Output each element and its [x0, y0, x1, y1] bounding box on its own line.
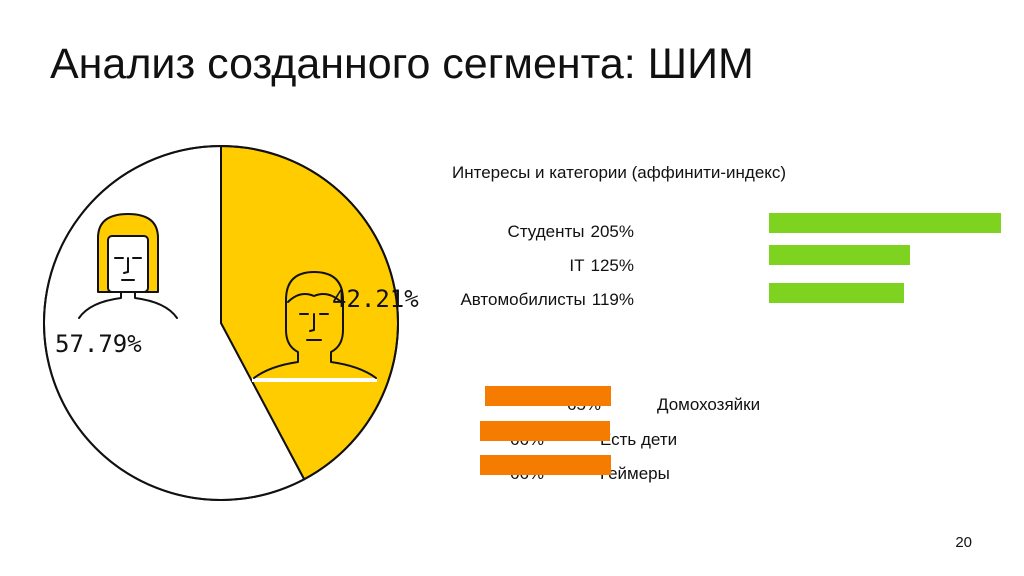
- bar-negative: [480, 455, 611, 475]
- slide-number: 20: [955, 534, 972, 551]
- pie-outline: [43, 145, 399, 501]
- bar-negative: [485, 386, 611, 406]
- male-avatar-icon: [252, 271, 377, 382]
- category-name: Студенты: [507, 222, 585, 241]
- interests-chart-title: Интересы и категории (аффинити-индекс): [452, 163, 787, 182]
- category-name: Домохозяйки: [657, 395, 761, 414]
- affinity-value: 119%: [591, 290, 634, 309]
- pie-label-male: 42.21%: [332, 285, 419, 313]
- bar-label-positive: IT 125%: [404, 256, 634, 276]
- bar-positive: [769, 213, 1001, 233]
- bar-label-positive: Автомобилисты 119%: [404, 290, 634, 310]
- category-name: Геймеры: [600, 464, 670, 483]
- bar-negative: [480, 421, 610, 441]
- affinity-value: 125%: [590, 256, 634, 275]
- category-name: Есть дети: [600, 430, 678, 449]
- affinity-value: 205%: [590, 222, 634, 241]
- slide-title: Анализ созданного сегмента: ШИМ: [50, 40, 754, 88]
- female-avatar-icon: [78, 213, 178, 319]
- bar-positive: [769, 283, 904, 303]
- bar-positive: [769, 245, 910, 265]
- category-name: Автомобилисты: [460, 290, 586, 309]
- pie-label-female: 57.79%: [55, 330, 142, 358]
- bar-label-positive: Студенты 205%: [404, 222, 634, 242]
- category-name: IT: [569, 256, 585, 275]
